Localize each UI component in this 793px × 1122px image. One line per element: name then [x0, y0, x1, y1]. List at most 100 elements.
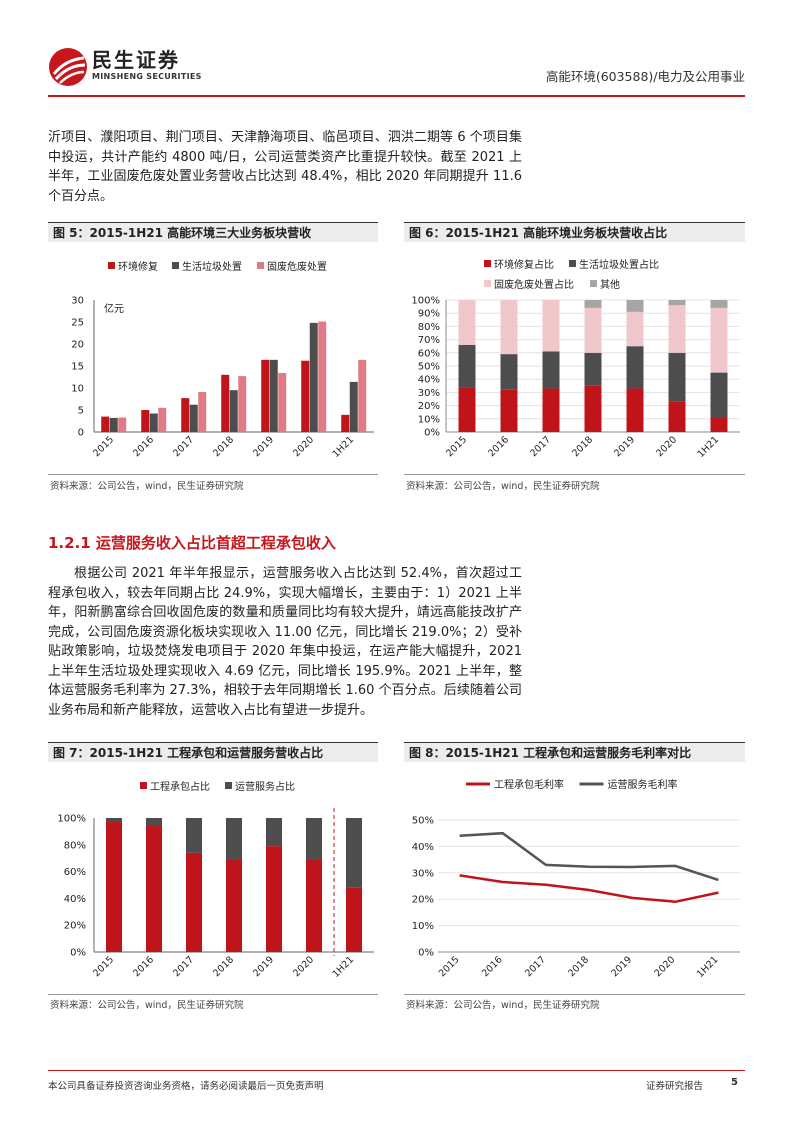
- y-tick-label: 5: [78, 406, 84, 417]
- x-tick-label: 2016: [480, 954, 505, 979]
- figure-5-title: 图 5：2015-1H21 高能环境三大业务板块营收: [48, 222, 378, 242]
- x-tick-label: 2017: [523, 954, 548, 979]
- legend-swatch-0: [108, 262, 115, 269]
- bar-固废危废处置-2018: [238, 376, 247, 432]
- figure-6-source: 资料来源：公司公告，wind，民生证券研究院: [406, 481, 600, 492]
- bar-环境修复占比-2017: [542, 388, 560, 432]
- x-tick-label: 1H21: [330, 954, 356, 980]
- legend-label-1: 生活垃圾处置: [182, 260, 242, 273]
- page-number: 5: [731, 1077, 738, 1088]
- bar-工程承包占比-1H21: [346, 887, 362, 952]
- x-tick-label: 2018: [570, 434, 595, 459]
- bar-固废危废处置-2015: [118, 417, 127, 432]
- bar-环境修复占比-2015: [458, 387, 476, 432]
- minsheng-logo-icon: [49, 48, 87, 86]
- y-tick-label: 10%: [412, 921, 434, 932]
- bar-运营服务占比-1H21: [346, 818, 362, 888]
- y-tick-label: 80%: [418, 322, 440, 333]
- bar-环境修复-2017: [181, 398, 190, 432]
- x-tick-label: 1H21: [695, 434, 721, 460]
- y-tick-label: 10: [71, 384, 84, 395]
- legend-label-0: 环境修复占比: [494, 258, 554, 271]
- y-tick-label: 10%: [418, 414, 440, 425]
- legend-label-0: 环境修复: [118, 260, 158, 273]
- bar-生活垃圾处置-2018: [229, 390, 238, 432]
- y-tick-label: 0%: [424, 428, 440, 439]
- report-subject: 高能环境(603588)/电力及公用事业: [545, 69, 745, 84]
- bar-固废危废处置-2016: [158, 407, 167, 432]
- bar-运营服务占比-2018: [226, 818, 242, 860]
- bar-生活垃圾处置-2016: [149, 413, 158, 432]
- x-tick-label: 2017: [171, 954, 196, 979]
- bar-工程承包占比-2017: [186, 852, 202, 952]
- y-tick-label: 100%: [57, 814, 86, 825]
- bar-生活垃圾处置-2017: [189, 404, 198, 432]
- figure-7-source: 资料来源：公司公告，wind，民生证券研究院: [50, 1000, 244, 1011]
- figure-8-title: 图 8：2015-1H21 工程承包和运营服务毛利率对比: [404, 742, 745, 762]
- y-tick-label: 30: [71, 296, 84, 307]
- y-tick-label: 50%: [412, 816, 434, 827]
- section-heading: 1.2.1 运营服务收入占比首超工程承包收入: [48, 534, 336, 552]
- bar-固废危废处置占比-2017: [542, 300, 560, 352]
- legend-swatch-0: [140, 782, 147, 789]
- x-tick-label: 2020: [291, 954, 316, 979]
- y-tick-label: 40%: [64, 894, 86, 905]
- x-tick-label: 2020: [291, 434, 316, 459]
- bar-固废危废处置-2020: [318, 321, 327, 432]
- y-tick-label: 0%: [418, 948, 434, 959]
- y-tick-label: 60%: [64, 867, 86, 878]
- x-tick-label: 2019: [251, 954, 276, 979]
- legend-swatch-1: [569, 260, 576, 267]
- legend-label-2: 固废危废处置: [267, 260, 327, 273]
- page-header: 民生证券 MINSHENG SECURITIES 高能环境(603588)/电力…: [0, 0, 793, 100]
- x-tick-label: 2015: [444, 434, 469, 459]
- bar-运营服务占比-2019: [266, 818, 282, 847]
- unit-label: 亿元: [104, 302, 124, 315]
- bar-生活垃圾处置占比-2015: [458, 344, 476, 388]
- body-paragraph-2: 根据公司 2021 年半年报显示，运营服务收入占比达到 52.4%，首次超过工程…: [48, 566, 522, 718]
- legend-swatch-2: [484, 280, 491, 287]
- y-tick-label: 40%: [412, 842, 434, 853]
- y-tick-label: 30%: [418, 388, 440, 399]
- figure-8-source-divider: [404, 994, 745, 995]
- bar-运营服务占比-2020: [306, 818, 322, 860]
- figure-7-source-divider: [48, 994, 378, 995]
- y-tick-label: 40%: [418, 375, 440, 386]
- series-line-运营服务毛利率: [459, 831, 719, 882]
- bar-工程承包占比-2019: [266, 846, 282, 952]
- legend-label-1: 生活垃圾处置占比: [579, 258, 659, 271]
- x-tick-label: 2020: [653, 954, 678, 979]
- x-tick-label: 2019: [612, 434, 637, 459]
- x-tick-label: 2018: [211, 434, 236, 459]
- bar-环境修复占比-2018: [584, 385, 602, 432]
- bar-生活垃圾处置-2019: [269, 359, 278, 432]
- bar-生活垃圾处置-2015: [109, 417, 118, 432]
- y-tick-label: 0%: [70, 948, 86, 959]
- y-tick-label: 90%: [418, 309, 440, 320]
- legend-swatch-0: [484, 260, 491, 267]
- legend-label-0: 工程承包毛利率: [494, 778, 564, 791]
- legend-swatch-2: [257, 262, 264, 269]
- x-tick-label: 2016: [486, 434, 511, 459]
- figure-6-title: 图 6：2015-1H21 高能环境业务板块营收占比: [404, 222, 745, 242]
- y-tick-label: 20: [71, 340, 84, 351]
- bar-固废危废处置-2019: [278, 373, 287, 432]
- bar-环境修复占比-2016: [500, 389, 518, 432]
- bar-环境修复-2020: [301, 360, 310, 432]
- figure-8-source: 资料来源：公司公告，wind，民生证券研究院: [406, 1000, 600, 1011]
- bar-环境修复-2015: [101, 416, 110, 432]
- bar-环境修复-1H21: [341, 414, 350, 432]
- bar-固废危废处置-2017: [198, 391, 207, 432]
- bar-生活垃圾处置-2020: [309, 322, 318, 432]
- footer-disclaimer: 本公司具备证券投资咨询业务资格，请务必阅读最后一页免责声明: [48, 1081, 324, 1092]
- x-tick-label: 2015: [437, 954, 462, 979]
- bar-环境修复-2018: [221, 374, 230, 432]
- x-tick-label: 2019: [609, 954, 634, 979]
- figure-7-chart: 工程承包占比 运营服务占比 0% 20% 40% 60% 80% 100% 2015 2016 20…: [57, 780, 374, 980]
- bar-生活垃圾处置占比-2018: [584, 352, 602, 386]
- y-tick-label: 20%: [412, 895, 434, 906]
- y-tick-label: 25: [71, 318, 84, 329]
- y-tick-label: 20%: [418, 401, 440, 412]
- legend-label-3: 其他: [600, 278, 620, 291]
